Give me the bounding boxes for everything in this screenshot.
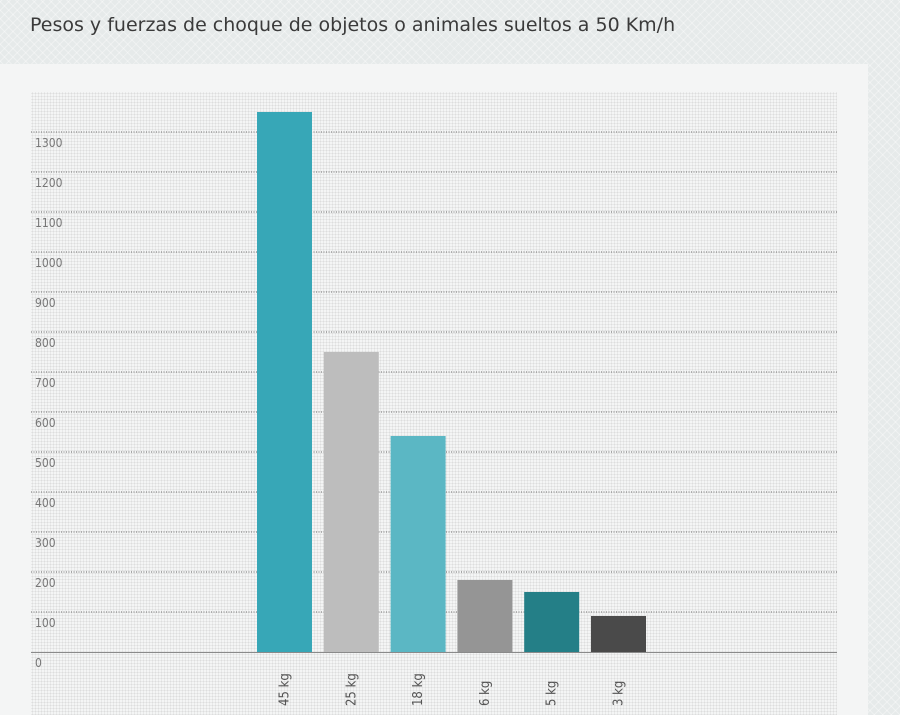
y-tick-label: 700 xyxy=(35,376,56,390)
y-tick-label: 1200 xyxy=(35,176,63,190)
bar xyxy=(524,592,580,652)
x-tick-label: 3 kg xyxy=(612,681,627,706)
x-tick-label: 5 kg xyxy=(545,681,560,706)
y-tick-label: 1000 xyxy=(35,256,63,270)
y-tick-label: 900 xyxy=(35,296,56,310)
y-tick-label: 100 xyxy=(35,616,56,630)
page-title: Pesos y fuerzas de choque de objetos o a… xyxy=(30,14,676,36)
y-tick-label: 200 xyxy=(35,576,56,590)
bar xyxy=(591,616,646,652)
y-tick-label: 300 xyxy=(35,536,56,550)
bar xyxy=(457,580,513,652)
x-tick-label: 18 kg xyxy=(411,673,426,706)
x-tick-label: 6 kg xyxy=(478,681,493,706)
bar xyxy=(390,436,446,652)
y-tick-label: 0 xyxy=(35,656,42,670)
y-tick-label: 400 xyxy=(35,496,56,510)
x-tick-label: 25 kg xyxy=(344,673,359,706)
y-tick-label: 500 xyxy=(35,456,56,470)
y-tick-label: 1100 xyxy=(35,216,63,230)
bar xyxy=(257,112,312,652)
x-tick-label: 45 kg xyxy=(278,673,293,706)
y-tick-label: 600 xyxy=(35,416,56,430)
y-tick-label: 1300 xyxy=(35,136,63,150)
bar xyxy=(323,352,379,652)
y-tick-label: 800 xyxy=(35,336,56,350)
